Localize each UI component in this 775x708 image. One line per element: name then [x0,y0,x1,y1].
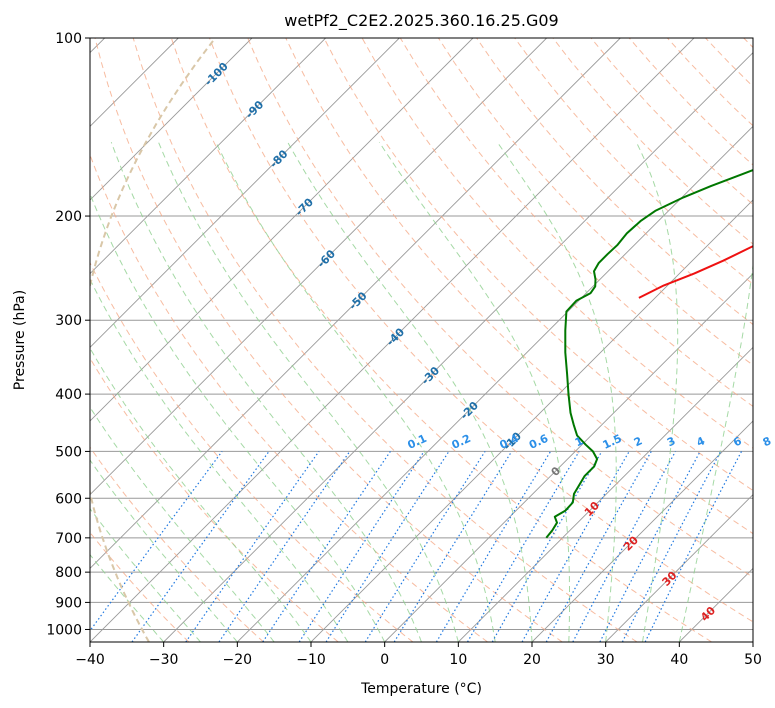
dry-adiabat-line [90,357,339,642]
dry-adiabat-line [90,261,414,642]
moist-adiabat-line [110,142,422,642]
isotherm-line [90,38,474,422]
dry-adiabat-line [323,38,753,492]
moist-adiabat-line [496,141,617,642]
y-axis-label: Pressure (hPa) [12,290,28,390]
isotherm-line [90,38,621,569]
y-tick-label: 900 [55,595,82,611]
isotherm-line [90,38,326,275]
reference-curve [90,38,216,642]
x-tick-label: 30 [597,652,615,668]
isotherm-line [605,494,753,642]
y-tick-label: 800 [55,565,82,581]
y-tick-label: 400 [55,387,82,403]
moist-adiabat-line [378,141,571,642]
dry-adiabat-line [247,38,753,578]
x-tick-label: 10 [449,652,467,668]
mixing-ratio-line [621,451,722,642]
mixing-ratio-label: 8 [761,434,773,449]
y-tick-label: 1000 [46,622,82,638]
moist-adiabat-line [90,459,238,642]
dry-adiabat-line [132,38,638,642]
x-tick-label: 40 [670,652,688,668]
y-tick-label: 700 [55,531,82,547]
mixing-ratio-line [325,451,450,642]
isotherm-line [90,38,547,496]
dry-adiabat-line [94,38,563,642]
chart-title: wetPf2_C2E2.2025.360.16.25.G09 [284,11,558,31]
x-axis-label: Temperature (°C) [360,681,482,697]
moist-adiabat-line [90,347,312,642]
moist-adiabat-line [287,141,533,642]
x-tick-label: −10 [296,652,326,668]
isotherm-line [384,273,753,642]
mixing-ratio-line [644,451,743,642]
x-tick-label: 20 [523,652,541,668]
dry-adiabat-line [285,38,753,535]
y-tick-label: 600 [55,491,82,507]
x-tick-label: −30 [149,652,179,668]
y-tick-label: 200 [55,209,82,225]
moist-adiabat-line [215,141,496,642]
x-tick-label: −40 [75,652,105,668]
x-tick-label: −20 [223,652,253,668]
x-tick-label: 50 [744,652,762,668]
mixing-ratio-line [131,451,270,642]
mixing-ratio-line [262,451,391,642]
dewpoint-trace [545,169,753,539]
mixing-ratio-line [521,451,630,642]
y-axis: 100 200 300 400 500 600 700 800 900 1000 [46,31,90,638]
dry-adiabat-line [514,38,753,285]
mixing-ratio-line [90,451,223,632]
mixing-ratio-line [218,451,351,642]
dry-adiabat-line [209,38,753,623]
moist-adiabat-line [635,141,679,642]
plot-frame [89,37,754,643]
plot-background [90,38,753,642]
moist-adiabat-line [90,406,275,642]
y-tick-label: 100 [55,31,82,47]
dry-adiabat-line [170,38,712,642]
isotherm-line [237,125,753,642]
mixing-ratio-line [393,451,513,642]
isotherm-line [90,38,400,348]
isotherm-line [163,52,753,642]
mixing-ratio-line [298,451,425,642]
y-tick-label: 300 [55,313,82,329]
y-tick-label: 500 [55,444,82,460]
isotherm-line [90,38,253,201]
isotherm-line [531,420,753,642]
moist-adiabat-line [90,278,349,642]
isotherm-line [752,641,753,642]
dry-adiabat-line [476,38,753,326]
x-axis: −40 −30 −20 −10 0 10 20 30 40 50 [75,642,762,668]
moist-adiabat-line [90,192,386,642]
temperature-trace [638,245,753,299]
moist-adiabat-line [158,142,459,642]
dry-adiabat-line [90,446,264,642]
sounding-traces [545,169,753,539]
x-tick-label: 0 [380,652,389,668]
background-grid [90,38,753,642]
isotherm-line [458,346,753,642]
moist-adiabat-line [90,507,201,642]
mixing-ratio-line [545,451,652,642]
mixing-ratio-line [185,451,320,642]
mixing-ratio-line [572,451,677,642]
moist-adiabat-line [678,261,753,642]
